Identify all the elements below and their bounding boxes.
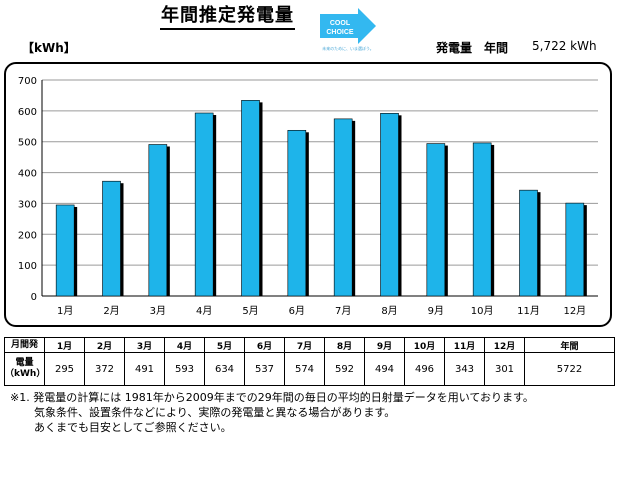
table-month-value: 593 [164,352,205,386]
bar [148,144,168,297]
table-month-header: 12月 [484,337,525,353]
table-month-value: 574 [284,352,325,386]
x-tick-label: 1月 [57,305,73,317]
table-month-value: 496 [404,352,445,386]
y-tick-label: 200 [18,230,37,241]
x-tick-label: 9月 [428,305,444,317]
bar [102,180,121,297]
table-row2-label-line2: （kWh） [5,369,46,379]
y-tick-label: 0 [31,292,37,303]
x-tick-label: 6月 [289,305,305,317]
table-month-value: 634 [204,352,245,386]
table-month-value: 343 [444,352,485,386]
page-title: 年間推定発電量 [160,4,295,30]
table-month-header: 11月 [444,337,485,353]
table-row2-label-line1: 電量 [15,358,34,368]
x-tick-label: 2月 [103,305,119,317]
table-month-value: 295 [44,352,85,386]
table-annual-header: 年間 [524,337,615,353]
table-month-header: 3月 [124,337,165,353]
bar [333,118,353,297]
x-tick-label: 3月 [150,305,166,317]
table-month-value: 301 [484,352,525,386]
logo-line1: COOL [330,20,351,27]
table-month-value: 491 [124,352,165,386]
table-month-value: 494 [364,352,405,386]
y-tick-label: 100 [18,261,37,272]
x-tick-label: 8月 [381,305,397,317]
table-row2-label: 電量 （kWh） [4,352,46,386]
table-month-value: 592 [324,352,365,386]
table-month-header: 5月 [204,337,245,353]
table-month-header: 6月 [244,337,285,353]
note-line3: あくまでも目安としてご参照ください。 [34,421,232,434]
table-month-value: 372 [84,352,125,386]
chart-frame: 0 100 200 300 400 500 600 700 1月 2月 3月 4月 5月 6月 7月 8月 9月… [4,62,612,327]
x-tick-label: 12月 [563,305,586,317]
x-tick-label: 7月 [335,305,351,317]
cool-choice-logo: COOL CHOICE 未来のために、いま選ぼう。 [320,8,376,51]
notes: ※1. 発電量の計算には 1981年から2009年までの29年間の毎日の平均的日… [10,390,534,435]
table-row1-label: 月間発 [4,337,45,353]
note-line1: ※1. 発電量の計算には 1981年から2009年までの29年間の毎日の平均的日… [10,391,534,404]
x-tick-label: 11月 [517,305,540,317]
y-tick-label: 500 [18,138,37,149]
bar [426,143,446,297]
y-tick-label: 600 [18,107,37,118]
bar [287,129,307,297]
table-annual-total: 5722 [524,352,615,386]
note-line2: 気象条件、設置条件などにより、実際の発電量と異なる場合があります。 [34,406,396,419]
bar [380,113,399,297]
y-tick-label: 700 [18,76,37,87]
annual-label: 発電量 年間 [436,41,509,55]
table-month-header: 7月 [284,337,325,353]
y-tick-label: 300 [18,199,37,210]
x-tick-label: 5月 [242,305,258,317]
table-month-header: 9月 [364,337,405,353]
table-month-header: 2月 [84,337,125,353]
x-tick-label: 10月 [471,305,494,317]
monthly-table: 月間発 1月 2月 3月 4月 5月 6月 7月 8月 9月 10月 11月 12月 年間 電量 （kW… [4,337,615,386]
bar [241,100,260,297]
bar [565,202,585,297]
annual-value: 5,722 kWh [532,39,597,53]
table-month-header: 1月 [44,337,85,353]
bar [55,204,75,297]
table-month-header: 10月 [404,337,445,353]
logo-line2: CHOICE [326,29,354,36]
table-month-header: 8月 [324,337,365,353]
x-tick-label: 4月 [196,305,212,317]
bar [472,142,492,297]
unit-label: 【kWh】 [22,41,76,55]
y-tick-label: 400 [18,169,37,180]
logo-caption: 未来のために、いま選ぼう。 [322,45,374,51]
monthly-generation-chart: 0 100 200 300 400 500 600 700 1月 2月 3月 4月 5月 6月 7月 8月 9月… [18,76,598,317]
table-month-value: 537 [244,352,285,386]
bar [519,189,538,297]
table-month-header: 4月 [164,337,205,353]
bar [194,112,214,297]
